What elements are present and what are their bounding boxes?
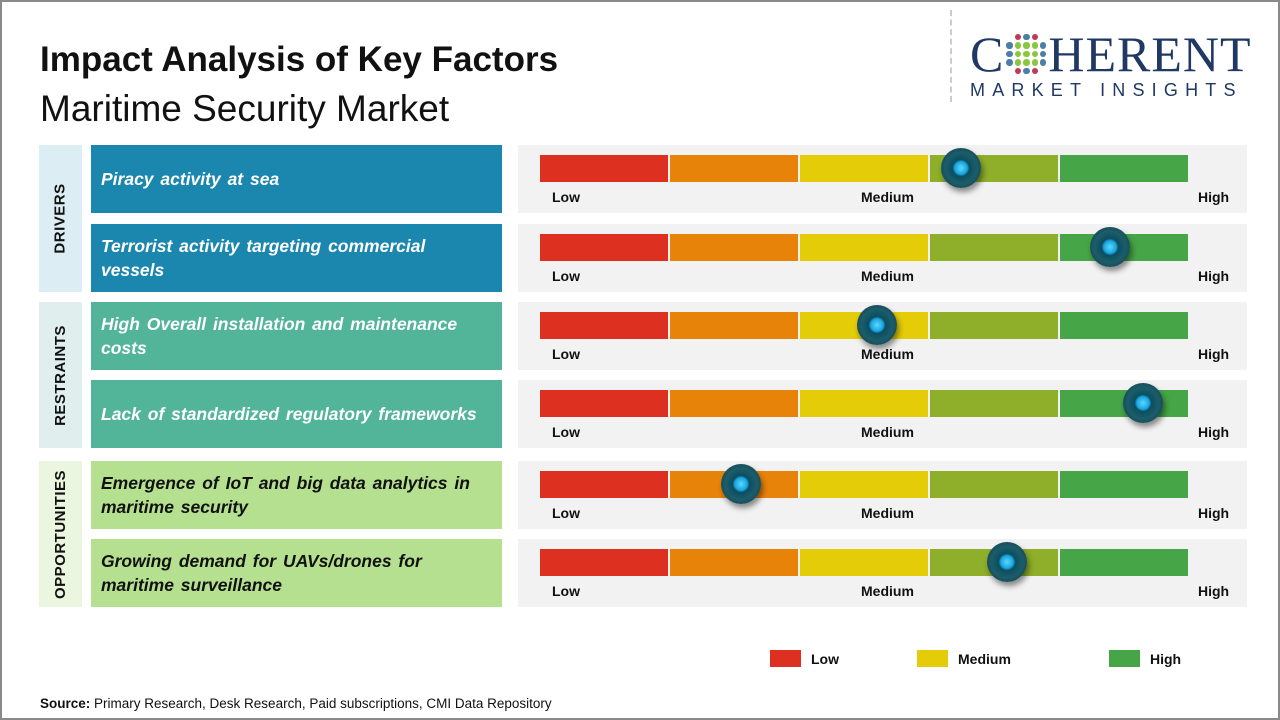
impact-bar — [540, 234, 1188, 261]
impact-indicator-knob — [720, 464, 761, 504]
scale-medium: Medium — [861, 346, 914, 362]
factor-text: Lack of standardized regulatory framewor… — [101, 404, 477, 424]
factor-text: Terrorist activity targeting commercial … — [101, 236, 426, 280]
impact-gauge: Low Medium High — [518, 145, 1247, 213]
legend-label: Medium — [958, 650, 1011, 667]
scale-low: Low — [552, 268, 580, 284]
scale-high: High — [1198, 268, 1230, 284]
scale-medium: Medium — [861, 424, 914, 440]
impact-segment — [670, 390, 800, 417]
impact-bar — [540, 549, 1188, 576]
scale-medium: Medium — [861, 189, 914, 205]
factor-text: High Overall installation and maintenanc… — [101, 314, 458, 358]
impact-gauge: Low Medium High — [518, 380, 1247, 448]
scale-low: Low — [552, 505, 580, 521]
legend-label: High — [1150, 650, 1182, 667]
source-note: Source: Primary Research, Desk Research,… — [40, 696, 552, 711]
impact-indicator-knob — [1090, 227, 1131, 267]
impact-gauge: Low Medium High — [518, 461, 1247, 529]
impact-segment — [1060, 549, 1188, 576]
factor-label: Terrorist activity targeting commercial … — [91, 224, 502, 292]
factor-text: Piracy activity at sea — [101, 169, 280, 189]
factor-label: Piracy activity at sea — [91, 145, 502, 213]
legend-label: Low — [811, 650, 839, 667]
factor-label: Emergence of IoT and big data analytics … — [91, 461, 502, 529]
impact-segment — [930, 234, 1060, 261]
impact-segment — [930, 312, 1060, 339]
scale-low: Low — [552, 583, 580, 599]
scale-medium: Medium — [861, 505, 914, 521]
legend-low: Low — [770, 650, 839, 667]
scale-low: Low — [552, 346, 580, 362]
impact-segment — [540, 312, 670, 339]
scale-high: High — [1198, 189, 1230, 205]
impact-gauge: Low Medium High — [518, 302, 1247, 370]
scale-low: Low — [552, 424, 580, 440]
factor-label: Lack of standardized regulatory framewor… — [91, 380, 502, 448]
impact-bar — [540, 390, 1188, 417]
impact-segment — [800, 471, 930, 498]
scale-high: High — [1198, 583, 1230, 599]
impact-indicator-knob — [941, 148, 982, 188]
category-label: RESTRAINTS — [52, 324, 69, 426]
impact-segment — [930, 471, 1060, 498]
impact-bar — [540, 155, 1188, 182]
category-opportunities: OPPORTUNITIES — [39, 461, 82, 607]
impact-indicator-knob — [1122, 383, 1163, 423]
scale-medium: Medium — [861, 583, 914, 599]
scale-medium: Medium — [861, 268, 914, 284]
factor-label: High Overall installation and maintenanc… — [91, 302, 502, 370]
logo-tagline: MARKET INSIGHTS — [970, 80, 1243, 100]
category-restraints: RESTRAINTS — [39, 302, 82, 448]
impact-segment — [670, 549, 800, 576]
coherent-logo: C HERENT MARKET INSIGHTS — [970, 29, 1262, 101]
impact-indicator-knob — [986, 542, 1027, 582]
scale-low: Low — [552, 189, 580, 205]
factor-text: Emergence of IoT and big data analytics … — [101, 473, 470, 517]
impact-segment — [1060, 155, 1188, 182]
impact-gauge: Low Medium High — [518, 224, 1247, 292]
scale-high: High — [1198, 346, 1230, 362]
source-text: Primary Research, Desk Research, Paid su… — [90, 696, 552, 711]
impact-segment — [540, 390, 670, 417]
legend-medium: Medium — [917, 650, 1011, 667]
legend-swatch — [917, 650, 948, 667]
impact-segment — [540, 471, 670, 498]
impact-segment — [540, 155, 670, 182]
impact-indicator-knob — [856, 305, 897, 345]
impact-segment — [800, 549, 930, 576]
category-label: OPPORTUNITIES — [52, 469, 70, 599]
impact-bar — [540, 471, 1188, 498]
scale-high: High — [1198, 505, 1230, 521]
globe-icon — [1006, 34, 1047, 74]
page-subtitle: Maritime Security Market — [40, 88, 450, 129]
page-title: Impact Analysis of Key Factors — [40, 40, 559, 79]
category-label: DRIVERS — [52, 183, 69, 254]
impact-segment — [930, 390, 1060, 417]
legend-high: High — [1109, 650, 1181, 667]
category-drivers: DRIVERS — [39, 145, 82, 292]
impact-segment — [670, 234, 800, 261]
scale-high: High — [1198, 424, 1230, 440]
impact-segment — [670, 312, 800, 339]
impact-gauge: Low Medium High — [518, 539, 1247, 607]
impact-segment — [1060, 471, 1188, 498]
impact-segment — [540, 549, 670, 576]
divider — [950, 10, 952, 102]
impact-segment — [800, 155, 930, 182]
factor-text: Growing demand for UAVs/drones for marit… — [101, 551, 422, 595]
factor-label: Growing demand for UAVs/drones for marit… — [91, 539, 502, 607]
impact-bar — [540, 312, 1188, 339]
source-label: Source: — [40, 696, 91, 711]
impact-segment — [800, 390, 930, 417]
legend-swatch — [770, 650, 801, 667]
impact-segment — [1060, 312, 1188, 339]
impact-segment — [670, 155, 800, 182]
impact-segment — [540, 234, 670, 261]
legend-swatch — [1109, 650, 1140, 667]
impact-segment — [800, 234, 930, 261]
